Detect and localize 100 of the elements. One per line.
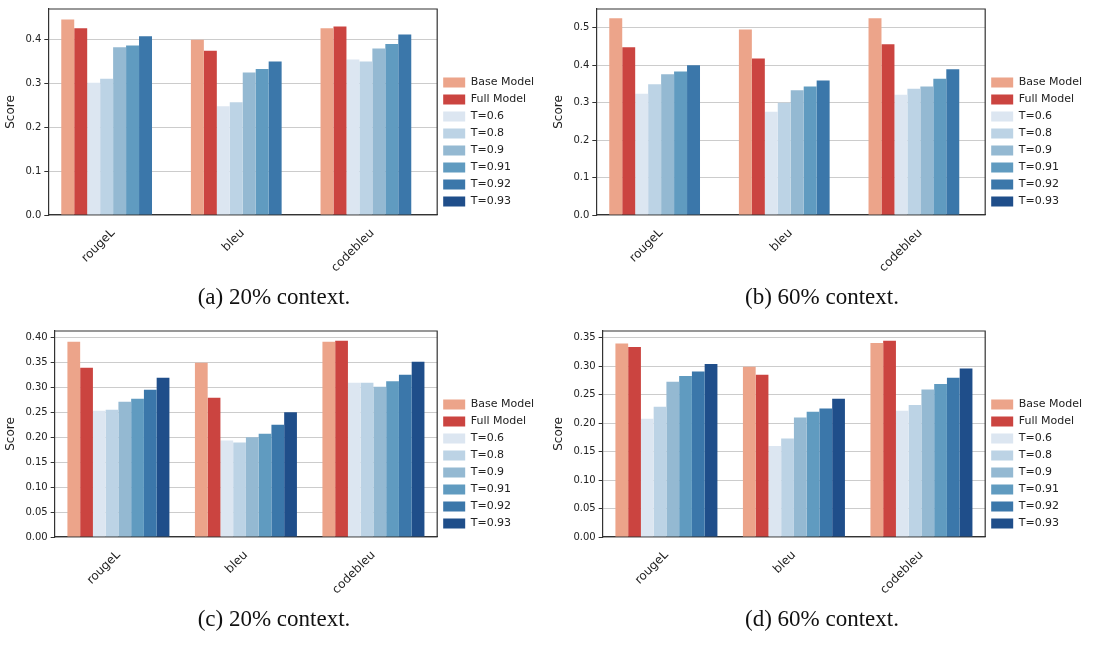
bar [87, 82, 101, 215]
text: (b) 60% context. [744, 284, 900, 310]
bar [131, 398, 144, 537]
bar [194, 362, 208, 537]
legend-label: T=0.8 [469, 448, 505, 462]
y-tick-label: 0.20 [573, 416, 596, 428]
y-tick-label: 0.30 [25, 380, 48, 392]
bar [921, 389, 935, 537]
y-tick-label: 0.35 [25, 355, 48, 367]
legend-label: T=0.8 [1017, 126, 1053, 140]
bar [245, 437, 259, 537]
bar [385, 44, 399, 215]
legend-label: T=0.92 [469, 499, 512, 513]
bar [609, 18, 623, 215]
bar [674, 71, 688, 215]
bar [216, 106, 230, 215]
legend-label: T=0.93 [1017, 516, 1060, 530]
legend-label: T=0.9 [1017, 465, 1053, 479]
bar [398, 34, 412, 215]
bar [156, 377, 170, 537]
bar [360, 382, 374, 537]
bar [777, 102, 791, 215]
bar [819, 408, 833, 537]
bar [372, 48, 386, 215]
bar [635, 93, 649, 215]
bar [883, 340, 896, 537]
bar [100, 78, 114, 215]
legend-label: T=0.6 [1017, 431, 1053, 445]
y-tick-label: 0.00 [573, 530, 596, 542]
bar [704, 364, 718, 537]
legend-label: T=0.6 [469, 431, 505, 445]
bar [118, 401, 132, 537]
y-axis-title: Score [3, 95, 18, 129]
bar [868, 18, 882, 215]
legend-label: T=0.6 [1017, 109, 1053, 123]
legend-label: T=0.93 [469, 194, 512, 208]
legend-label: T=0.9 [469, 143, 505, 157]
bar [322, 341, 336, 537]
legend-label: T=0.93 [469, 516, 512, 530]
y-tick-label: 0.25 [25, 405, 48, 417]
text: (c) 20% context. [196, 606, 352, 632]
y-tick-label: 0.1 [25, 164, 42, 176]
bar [80, 367, 93, 537]
bar [346, 59, 360, 215]
bar [74, 28, 88, 215]
legend-label: T=0.91 [469, 482, 512, 496]
legend-label: T=0.9 [1017, 143, 1053, 157]
bar [320, 28, 334, 215]
y-tick-label: 0.15 [25, 455, 48, 467]
bar [691, 371, 705, 537]
y-tick-label: 0.25 [573, 388, 596, 400]
bar [640, 418, 654, 537]
bar [359, 61, 373, 215]
legend-label: T=0.8 [1017, 448, 1053, 462]
legend-label: T=0.93 [1017, 194, 1060, 208]
y-tick-label: 0.10 [25, 480, 48, 492]
bar [258, 433, 272, 537]
bar [764, 111, 778, 215]
bar [920, 86, 934, 215]
bar [373, 386, 387, 537]
legend-label: T=0.92 [1017, 177, 1060, 191]
bar [615, 343, 629, 537]
legend-label: T=0.8 [469, 126, 505, 140]
bar [411, 361, 425, 537]
y-tick-label: 0.05 [573, 502, 596, 514]
text: (d) 60% context. [744, 606, 900, 632]
bar [628, 346, 641, 537]
y-tick-label: 0.15 [573, 445, 596, 457]
y-tick-label: 0.5 [573, 21, 590, 33]
bar [946, 377, 960, 537]
y-tick-label: 0.1 [573, 171, 590, 183]
legend-label: T=0.91 [1017, 482, 1060, 496]
y-axis-title: Score [3, 417, 18, 451]
legend-label: Full Model [470, 414, 527, 428]
y-tick-label: 0.2 [573, 133, 590, 145]
legend-label: Full Model [1018, 414, 1075, 428]
legend-label: T=0.91 [469, 160, 512, 174]
y-tick-label: 0.0 [25, 208, 42, 220]
bar [268, 61, 282, 215]
y-tick-label: 0.20 [25, 430, 48, 442]
y-tick-label: 0.35 [573, 331, 596, 343]
bar [816, 80, 830, 215]
bar [687, 65, 701, 215]
bar [959, 368, 973, 537]
bar [113, 47, 127, 215]
bar [653, 406, 667, 537]
bar [894, 94, 908, 215]
bar [67, 341, 81, 537]
bar [666, 381, 680, 537]
bar [755, 374, 769, 537]
bar [126, 45, 140, 215]
legend-label: Base Model [470, 397, 534, 411]
bar [806, 411, 820, 537]
bar [347, 382, 361, 537]
legend-label: T=0.92 [1017, 499, 1060, 513]
bar [255, 69, 269, 215]
legend-label: T=0.91 [1017, 160, 1060, 174]
bar [648, 84, 662, 215]
bar [768, 445, 782, 537]
bar [61, 19, 75, 215]
